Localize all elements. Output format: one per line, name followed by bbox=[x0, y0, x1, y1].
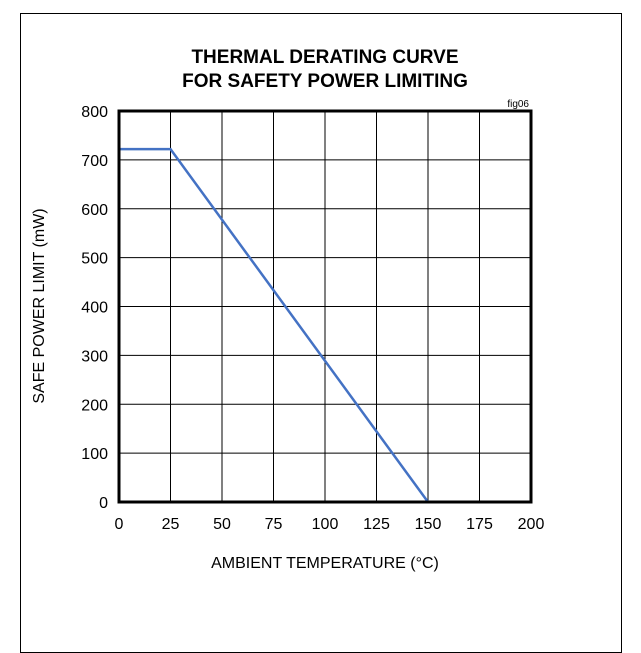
x-tick-label: 25 bbox=[162, 516, 180, 533]
y-tick-label: 700 bbox=[81, 153, 108, 170]
x-tick-label: 175 bbox=[466, 516, 493, 533]
chart: THERMAL DERATING CURVE FOR SAFETY POWER … bbox=[31, 47, 544, 572]
y-tick-label: 400 bbox=[81, 300, 108, 317]
chart-title: THERMAL DERATING CURVE bbox=[191, 47, 458, 68]
x-tick-label: 125 bbox=[363, 516, 390, 533]
chart-subtitle: FOR SAFETY POWER LIMITING bbox=[182, 71, 468, 92]
x-axis-label: AMBIENT TEMPERATURE (°C) bbox=[211, 555, 439, 572]
y-tick-label: 600 bbox=[81, 202, 108, 219]
x-tick-label: 200 bbox=[518, 516, 545, 533]
y-tick-label: 500 bbox=[81, 251, 108, 268]
plot-area-border bbox=[117, 109, 533, 504]
series-layer bbox=[119, 147, 430, 503]
y-tick-label: 0 bbox=[99, 495, 108, 512]
figure-tag: fig06 bbox=[507, 99, 529, 110]
grid bbox=[119, 111, 531, 502]
y-tick-label: 200 bbox=[81, 397, 108, 414]
x-tick-label: 50 bbox=[213, 516, 231, 533]
y-tick-label: 300 bbox=[81, 348, 108, 365]
x-tick-label: 150 bbox=[415, 516, 442, 533]
y-tick-label: 100 bbox=[81, 446, 108, 463]
y-axis-label: SAFE POWER LIMIT (mW) bbox=[31, 208, 48, 403]
x-tick-label: 75 bbox=[265, 516, 283, 533]
x-tick-label: 100 bbox=[312, 516, 339, 533]
y-tick-label: 800 bbox=[81, 104, 108, 121]
x-tick-label: 0 bbox=[115, 516, 124, 533]
tick-labels: 0 25 50 75 100 125 150 175 200 0 100 200 300 400 500 60… bbox=[81, 104, 544, 533]
derating-curve-line bbox=[119, 147, 430, 503]
